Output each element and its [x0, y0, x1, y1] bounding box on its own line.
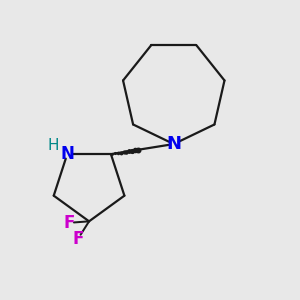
- Text: H: H: [47, 138, 59, 153]
- Text: F: F: [63, 214, 74, 232]
- Text: F: F: [72, 230, 83, 248]
- Text: N: N: [166, 135, 181, 153]
- Text: N: N: [60, 145, 74, 163]
